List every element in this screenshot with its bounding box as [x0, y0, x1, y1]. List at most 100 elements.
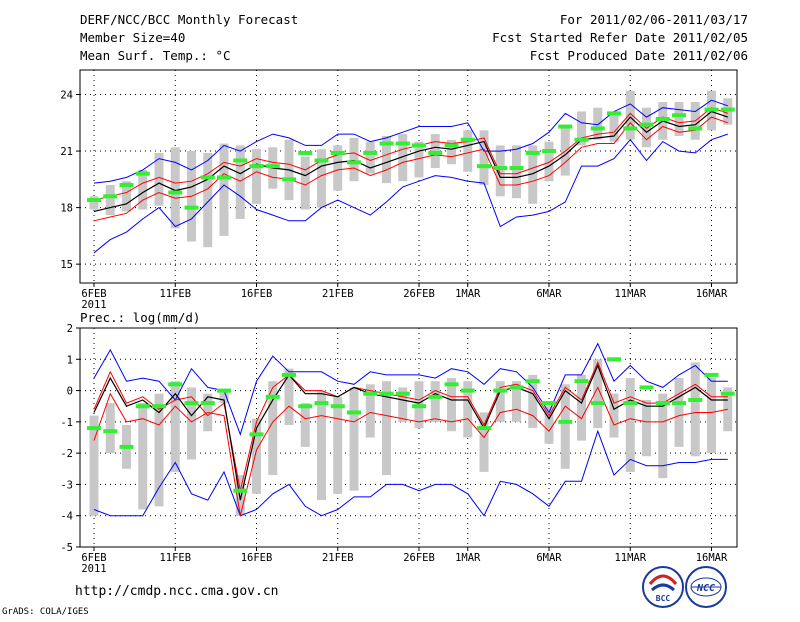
temp-xtick-label: 6MAR — [536, 288, 562, 300]
temp-xtick-label: 11MAR — [614, 288, 646, 300]
prec-spread-box — [707, 378, 716, 454]
temp-obs-marker — [314, 158, 329, 163]
prec-xtick-label: 21FEB — [322, 552, 354, 564]
temp-spread-box — [382, 135, 391, 184]
member-size-label: Member Size=40 — [80, 30, 185, 45]
bcc-logo-arc-blue — [650, 583, 676, 592]
prec-obs-marker — [558, 419, 573, 424]
prec-obs-marker — [395, 391, 410, 396]
temp-spread-box — [252, 149, 261, 204]
prec-spread-box — [333, 396, 343, 494]
temp-obs-marker — [298, 150, 313, 155]
prec-obs-marker — [672, 401, 686, 406]
temp-obs-marker — [412, 143, 426, 148]
temp-spread-box — [609, 111, 619, 142]
temp-plot-frame — [79, 69, 738, 284]
prec-xtick-label: 11MAR — [614, 552, 646, 564]
prec-obs-marker — [623, 401, 638, 406]
temp-obs-marker — [525, 150, 540, 155]
temp-obs-marker — [672, 113, 686, 118]
prec-obs-marker — [282, 372, 296, 377]
temp-obs-marker — [720, 107, 735, 112]
temp-xtick-label: 1MAR — [455, 288, 481, 300]
forecast-period-label: For 2011/02/06-2011/03/17 — [560, 12, 748, 27]
figure-title: DERF/NCC/BCC Monthly Forecast — [80, 12, 298, 27]
temp-min-line — [93, 133, 728, 254]
ncc-logo: NCC — [685, 566, 727, 608]
prec-obs-marker — [590, 401, 605, 406]
prec-spread-box — [300, 403, 310, 447]
prec-ytick-label: -4 — [60, 511, 73, 523]
prec-obs-marker — [363, 391, 378, 396]
prec-obs-marker — [655, 401, 670, 406]
temp-spread-box — [122, 181, 131, 212]
prec-obs-marker — [249, 432, 264, 437]
temp-spread-box — [365, 141, 375, 174]
temp-obs-marker — [574, 137, 589, 142]
temp-spread-box — [219, 143, 229, 236]
temp-obs-marker — [444, 143, 459, 148]
prec-obs-marker — [477, 426, 491, 431]
temp-spread-box — [170, 147, 180, 229]
temp-spread-box — [398, 134, 408, 182]
prec-obs-marker — [607, 357, 621, 362]
prec-obs-marker — [152, 404, 166, 409]
temp-obs-marker — [542, 149, 556, 154]
temp-max-line — [93, 99, 728, 184]
prec-xtick-label: 16FEB — [241, 552, 273, 564]
prec-ytick-label: -1 — [60, 417, 73, 429]
temp-obs-marker — [704, 107, 719, 112]
prec-lower-line — [93, 386, 728, 516]
temp-obs-marker — [87, 198, 101, 203]
temp-ytick-label: 21 — [60, 146, 73, 158]
prec-ytick-label: 1 — [67, 354, 73, 366]
prec-spread-box — [463, 381, 473, 438]
prec-spread-box — [642, 399, 651, 457]
temp-spread-box — [560, 124, 570, 176]
temp-obs-marker — [119, 182, 134, 187]
temp-obs-marker — [168, 190, 183, 195]
prec-spread-box — [317, 390, 326, 501]
prec-spread-box — [219, 390, 229, 404]
prec-obs-marker — [168, 382, 183, 387]
temp-obs-marker — [655, 117, 670, 122]
prec-spread-box — [544, 406, 554, 444]
temp-xtick-label: 21FEB — [322, 288, 354, 300]
temp-spread-box — [512, 145, 521, 199]
prec-spread-box — [625, 378, 635, 472]
prec-spread-box — [235, 475, 245, 516]
prec-spread-box — [170, 381, 180, 472]
prec-obs-marker — [184, 401, 199, 406]
prec-xtick-label: 6MAR — [536, 552, 562, 564]
prec-xtick-label: 1MAR — [455, 552, 481, 564]
temp-obs-marker — [607, 111, 621, 116]
temp-obs-marker — [590, 126, 605, 131]
prec-spread-box — [674, 378, 684, 447]
temp-obs-marker — [460, 137, 475, 142]
prec-spread-box — [690, 362, 700, 457]
prec-obs-marker — [314, 401, 329, 406]
temp-spread-box — [463, 130, 473, 172]
temp-obs-marker — [233, 158, 248, 163]
temp-obs-marker — [639, 122, 654, 127]
temp-spread-box — [479, 130, 489, 185]
temp-spread-box — [593, 107, 603, 140]
prec-obs-marker — [200, 401, 215, 406]
prec-obs-marker — [347, 410, 361, 415]
prec-obs-marker — [639, 385, 654, 390]
prec-xtick-label: 16MAR — [696, 552, 728, 564]
prec-ytick-label: 2 — [67, 323, 73, 335]
temp-obs-marker — [623, 126, 638, 131]
temp-spread-box — [154, 152, 164, 206]
prec-obs-marker — [379, 391, 394, 396]
prec-spread-box — [349, 387, 359, 491]
prec-xtick-label: 6FEB — [81, 552, 106, 564]
temp-spread-box — [317, 149, 326, 208]
prec-spread-box — [154, 393, 164, 507]
grads-credit: GrADS: COLA/IGES — [2, 607, 89, 617]
prec-spread-box — [560, 384, 570, 469]
prec-ytick-label: -2 — [60, 448, 73, 460]
temp-panel-title: Mean Surf. Temp.: °C — [80, 48, 231, 63]
temp-panel: 15 18 21 24 6FEB 11FEB 16FEB 21FEB 26FEB 1MAR 6MAR… — [60, 69, 738, 311]
